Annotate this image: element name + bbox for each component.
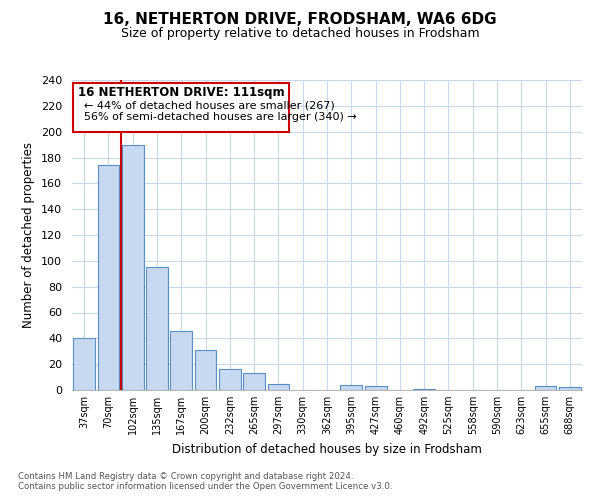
Bar bbox=[219, 370, 241, 390]
Bar bbox=[268, 384, 289, 390]
Text: 56% of semi-detached houses are larger (340) →: 56% of semi-detached houses are larger (… bbox=[84, 112, 357, 122]
Bar bbox=[194, 350, 217, 390]
Bar bbox=[170, 330, 192, 390]
X-axis label: Distribution of detached houses by size in Frodsham: Distribution of detached houses by size … bbox=[172, 442, 482, 456]
Text: Contains public sector information licensed under the Open Government Licence v3: Contains public sector information licen… bbox=[18, 482, 392, 491]
Text: 16 NETHERTON DRIVE: 111sqm: 16 NETHERTON DRIVE: 111sqm bbox=[78, 86, 284, 100]
Bar bbox=[340, 385, 362, 390]
Bar bbox=[413, 388, 435, 390]
Y-axis label: Number of detached properties: Number of detached properties bbox=[22, 142, 35, 328]
Bar bbox=[535, 386, 556, 390]
Text: ← 44% of detached houses are smaller (267): ← 44% of detached houses are smaller (26… bbox=[84, 100, 335, 110]
Bar bbox=[243, 373, 265, 390]
Text: Contains HM Land Registry data © Crown copyright and database right 2024.: Contains HM Land Registry data © Crown c… bbox=[18, 472, 353, 481]
Bar bbox=[97, 165, 119, 390]
Text: Size of property relative to detached houses in Frodsham: Size of property relative to detached ho… bbox=[121, 28, 479, 40]
Bar bbox=[559, 388, 581, 390]
Bar bbox=[365, 386, 386, 390]
Text: 16, NETHERTON DRIVE, FRODSHAM, WA6 6DG: 16, NETHERTON DRIVE, FRODSHAM, WA6 6DG bbox=[103, 12, 497, 28]
Bar bbox=[122, 144, 143, 390]
FancyBboxPatch shape bbox=[73, 82, 289, 132]
Bar bbox=[146, 268, 168, 390]
Bar bbox=[73, 338, 95, 390]
